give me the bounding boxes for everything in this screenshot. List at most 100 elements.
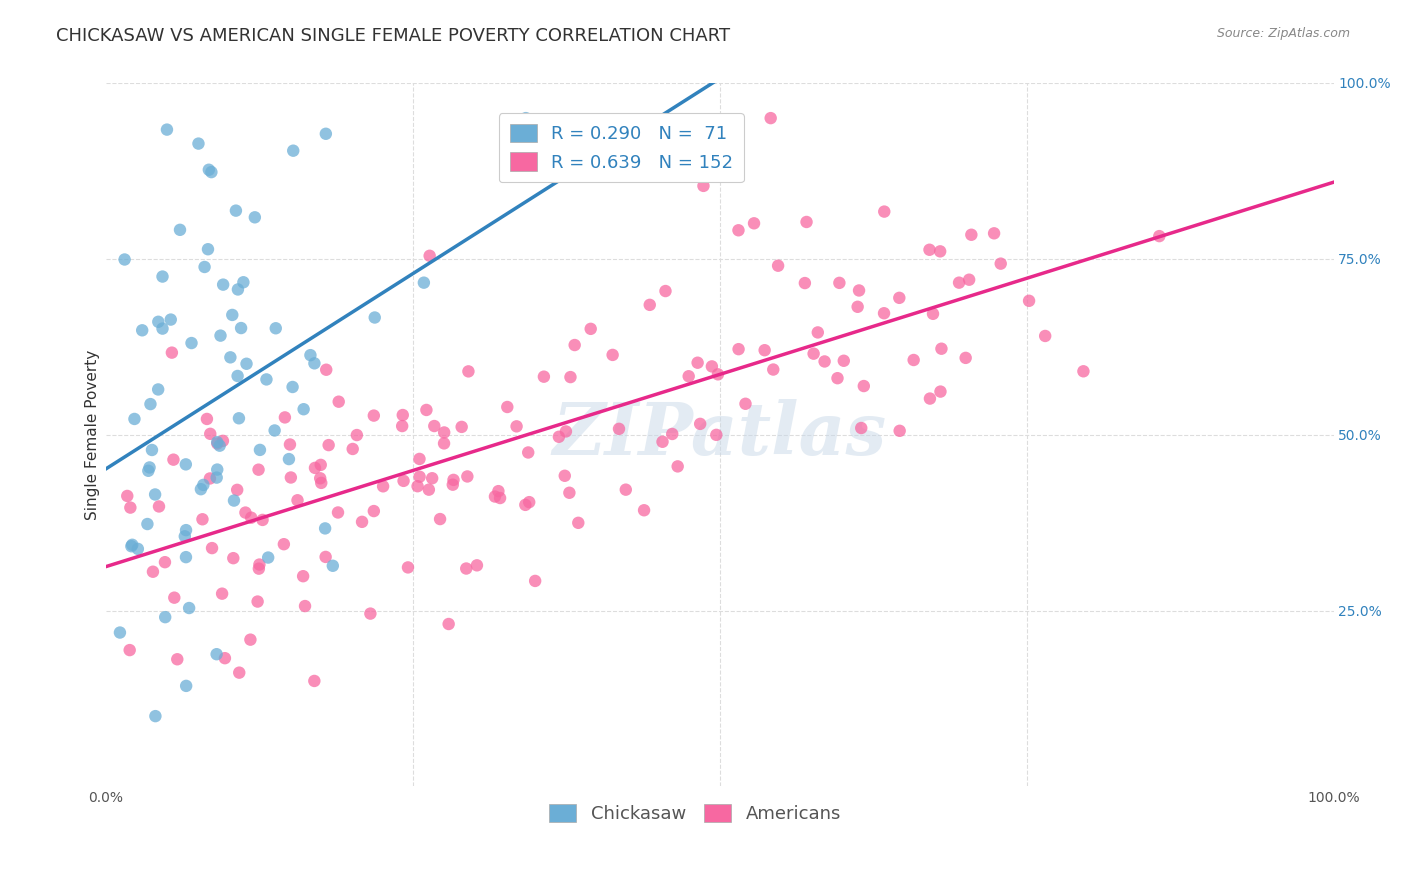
Point [226, 483, 249, 497]
Point [686, 356, 709, 370]
Point [138, 464, 160, 478]
Point [315, 127, 337, 141]
Point [689, 417, 711, 431]
Point [263, 424, 285, 438]
Point [727, 342, 749, 356]
Point [191, 512, 214, 526]
Point [240, 510, 263, 524]
Point [228, 411, 250, 425]
Text: CHICKASAW VS AMERICAN SINGLE FEMALE POVERTY CORRELATION CHART: CHICKASAW VS AMERICAN SINGLE FEMALE POVE… [56, 27, 730, 45]
Point [114, 252, 136, 267]
Point [579, 322, 602, 336]
Point [207, 435, 229, 450]
Point [433, 425, 456, 440]
Point [304, 461, 326, 475]
Point [141, 442, 163, 457]
Point [555, 425, 578, 439]
Point [205, 647, 228, 661]
Point [222, 493, 245, 508]
Point [692, 178, 714, 193]
Point [700, 359, 723, 374]
Y-axis label: Single Female Poverty: Single Female Poverty [86, 350, 100, 520]
Point [707, 368, 730, 382]
Point [560, 370, 582, 384]
Point [162, 452, 184, 467]
Point [222, 551, 245, 566]
Point [304, 356, 326, 370]
Point [247, 463, 270, 477]
Point [247, 561, 270, 575]
Point [278, 437, 301, 451]
Point [239, 632, 262, 647]
Point [174, 523, 197, 537]
Point [408, 469, 430, 483]
Point [121, 538, 143, 552]
Point [127, 541, 149, 556]
Point [221, 308, 243, 322]
Point [226, 368, 249, 383]
Point [328, 394, 350, 409]
Point [120, 539, 142, 553]
Point [200, 426, 222, 441]
Point [412, 276, 434, 290]
Point [807, 326, 830, 340]
Point [846, 300, 869, 314]
Point [138, 460, 160, 475]
Point [174, 679, 197, 693]
Text: Source: ZipAtlas.com: Source: ZipAtlas.com [1216, 27, 1350, 40]
Point [346, 428, 368, 442]
Point [602, 348, 624, 362]
Point [208, 439, 231, 453]
Point [277, 452, 299, 467]
Point [554, 468, 576, 483]
Point [256, 372, 278, 386]
Point [661, 427, 683, 442]
Point [734, 397, 756, 411]
Point [873, 306, 896, 320]
Point [704, 428, 727, 442]
Point [309, 471, 332, 485]
Point [762, 362, 785, 376]
Point [225, 203, 247, 218]
Point [160, 345, 183, 359]
Point [174, 550, 197, 565]
Point [163, 591, 186, 605]
Point [304, 673, 326, 688]
Point [299, 348, 322, 362]
Point [249, 558, 271, 572]
Point [287, 493, 309, 508]
Point [124, 412, 146, 426]
Point [638, 298, 661, 312]
Point [315, 362, 337, 376]
Point [131, 323, 153, 337]
Legend: Chickasaw, Americans: Chickasaw, Americans [538, 793, 852, 834]
Point [207, 462, 229, 476]
Point [152, 321, 174, 335]
Point [139, 397, 162, 411]
Point [309, 458, 332, 472]
Point [852, 379, 875, 393]
Point [803, 346, 825, 360]
Point [505, 419, 527, 434]
Point [197, 242, 219, 256]
Point [793, 276, 815, 290]
Point [437, 617, 460, 632]
Point [832, 353, 855, 368]
Point [918, 243, 941, 257]
Point [533, 369, 555, 384]
Point [292, 402, 315, 417]
Point [419, 249, 441, 263]
Point [143, 487, 166, 501]
Point [517, 495, 540, 509]
Point [294, 599, 316, 613]
Point [433, 436, 456, 450]
Point [392, 474, 415, 488]
Point [848, 284, 870, 298]
Point [314, 521, 336, 535]
Point [363, 409, 385, 423]
Point [396, 560, 419, 574]
Point [148, 500, 170, 514]
Point [955, 351, 977, 365]
Point [517, 445, 540, 459]
Point [759, 111, 782, 125]
